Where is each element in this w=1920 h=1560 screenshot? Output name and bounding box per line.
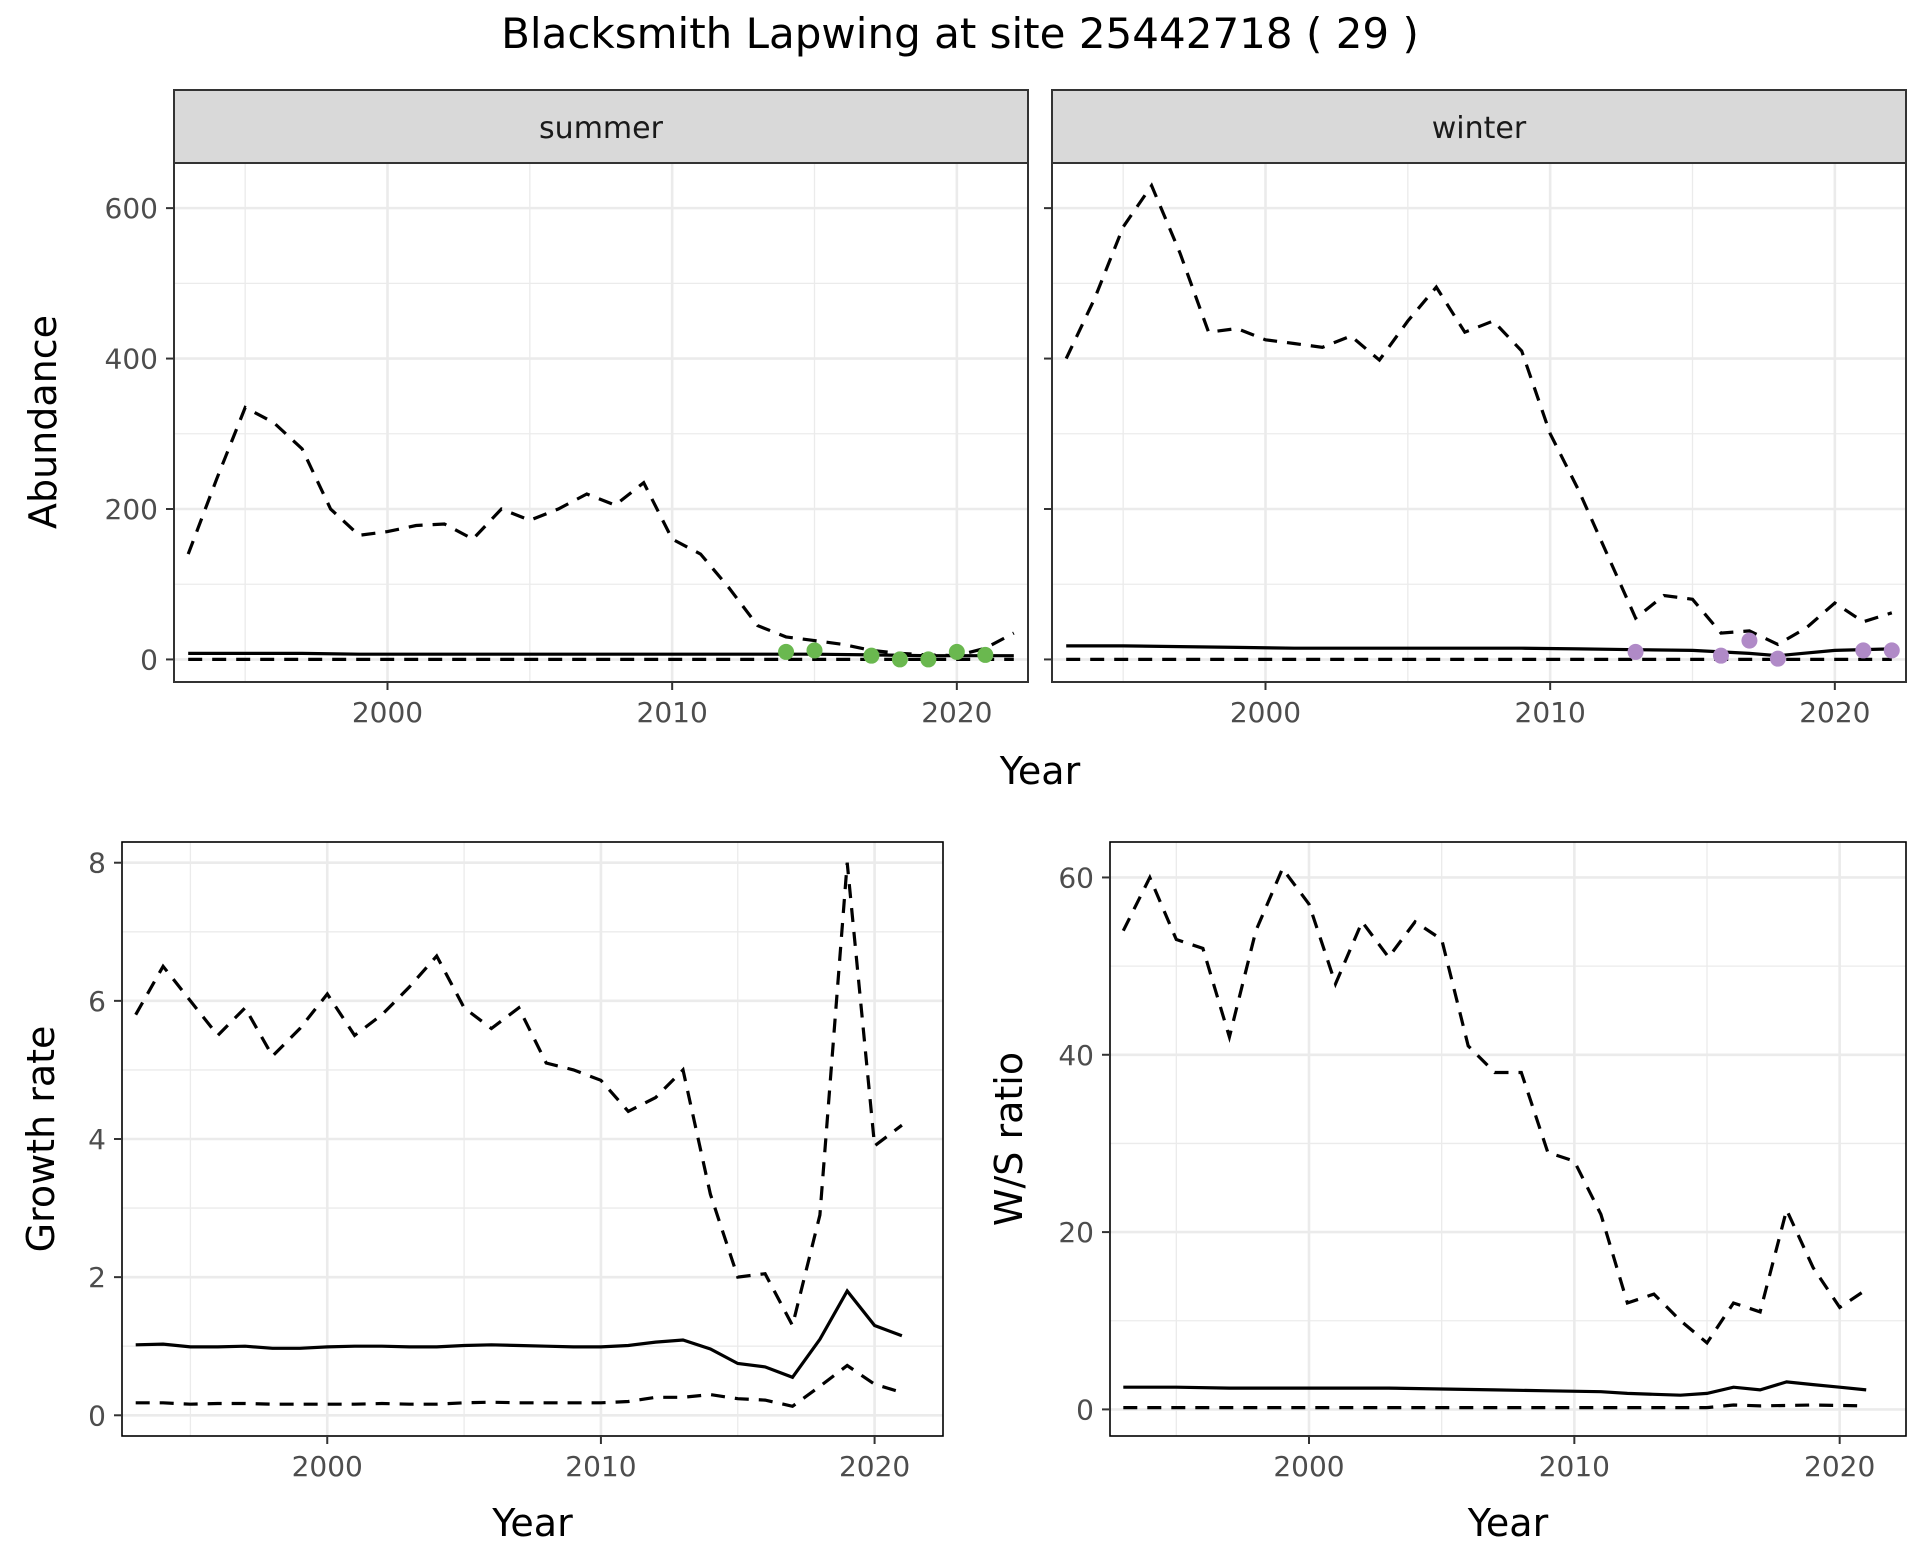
y-axis-title: Abundance [21, 315, 65, 529]
x-tick-label: 2010 [1539, 1450, 1610, 1483]
x-tick-label: 2020 [839, 1450, 910, 1483]
observed-point [806, 642, 823, 659]
facet-label-summer: summer [539, 111, 664, 146]
series-line-dashed-1 [1064, 182, 1893, 647]
series-line-solid-0 [188, 651, 1014, 658]
x-tick-label: 2010 [565, 1450, 636, 1483]
x-tick-label: 2020 [1804, 1450, 1875, 1483]
ratio-panel: 2000 2010 2020 0 20 40 60 [1058, 841, 1907, 1483]
y-tick-label: 600 [105, 192, 158, 225]
facet-panel-winter: 2000 2010 2020 [1044, 162, 1907, 729]
observed-point [1712, 647, 1729, 664]
series-line-dashed-1 [1121, 865, 1868, 1346]
y-tick-label: 0 [1076, 1393, 1094, 1426]
observed-point [1741, 632, 1758, 649]
x-tick-label: 2010 [637, 696, 708, 729]
y-axis-title: Growth rate [19, 1026, 63, 1253]
series-line-dashed-1 [186, 405, 1015, 658]
x-axis-title: Year [1467, 1501, 1549, 1545]
y-tick-label: 20 [1058, 1216, 1094, 1249]
observed-point [1855, 642, 1872, 659]
x-axis-title: Year [491, 1501, 573, 1545]
y-tick-label: 6 [88, 985, 106, 1018]
facet-label-winter: winter [1432, 111, 1527, 146]
y-tick-label: 40 [1058, 1039, 1094, 1072]
observed-point [778, 643, 795, 660]
observed-point [863, 647, 880, 664]
figure-title: Blacksmith Lapwing at site 25442718 ( 29… [501, 9, 1419, 58]
x-tick-label: 2020 [921, 696, 992, 729]
panel-border [1109, 841, 1907, 1437]
observed-point [891, 651, 908, 668]
y-tick-label: 400 [105, 343, 158, 376]
y-axis-title: W/S ratio [987, 1052, 1031, 1226]
series-line-dashed-1 [134, 862, 903, 1330]
panel-border [173, 162, 1029, 683]
y-tick-label: 0 [88, 1399, 106, 1432]
x-tick-label: 2000 [352, 696, 423, 729]
observed-point [948, 643, 965, 660]
facet-panel-summer: 2000 2010 2020 0 200 400 600 [105, 162, 1029, 729]
y-tick-label: 8 [88, 847, 106, 880]
y-tick-label: 4 [88, 1123, 106, 1156]
x-tick-label: 2020 [1799, 696, 1870, 729]
observed-point [920, 651, 937, 668]
growth-panel: 2000 2010 2020 0 2 4 6 8 [88, 841, 944, 1483]
series-line-solid-0 [1123, 1380, 1867, 1397]
x-tick-label: 2000 [1230, 696, 1301, 729]
observed-point [1769, 650, 1786, 667]
x-tick-label: 2000 [1273, 1450, 1344, 1483]
y-tick-label: 200 [105, 493, 158, 526]
x-tick-label: 2010 [1515, 696, 1586, 729]
x-tick-label: 2000 [292, 1450, 363, 1483]
observed-point [1627, 643, 1644, 660]
observed-point [977, 646, 994, 663]
facet-strip-summer [173, 89, 1029, 164]
x-axis-title: Year [999, 749, 1081, 793]
series-line-dashed-2 [1123, 1403, 1867, 1410]
series-line-solid-0 [1066, 644, 1892, 658]
growth-rate-chart: 2000 2010 2020 0 2 4 6 8 Year Growth rate [19, 841, 944, 1545]
series-line-dashed-2 [135, 1363, 903, 1409]
y-tick-label: 2 [88, 1261, 106, 1294]
y-tick-label: 60 [1058, 861, 1094, 894]
y-tick-label: 0 [140, 643, 158, 676]
observed-point [1883, 642, 1900, 659]
panel-border [1051, 162, 1907, 683]
series-line-solid-0 [135, 1288, 903, 1380]
ws-ratio-chart: 2000 2010 2020 0 20 40 60 Year W/S ratio [987, 841, 1907, 1545]
